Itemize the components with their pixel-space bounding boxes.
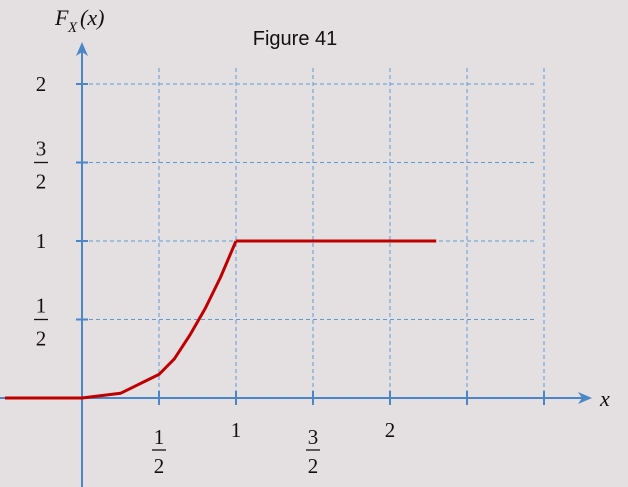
x-tick-label-denominator: 2 (154, 454, 165, 478)
y-tick-label-numerator: 1 (36, 294, 47, 318)
x-tick-label-numerator: 3 (308, 425, 319, 449)
tick-marks (76, 83, 545, 405)
tick-labels: 1 2 1 3 2 2 1 2 1 3 2 2 (34, 72, 395, 478)
x-tick-label: 2 (385, 418, 396, 442)
y-axis-label: F X (x) (54, 5, 104, 36)
x-tick-label: 1 (231, 418, 242, 442)
y-axis-label-sub: X (67, 20, 78, 36)
x-tick-label-denominator: 2 (308, 454, 319, 478)
y-axis-label-arg: (x) (80, 5, 104, 30)
series (5, 239, 437, 400)
y-axis-label-main: F (54, 5, 69, 30)
x-axis-label: x (599, 386, 610, 411)
x-axis-arrow (578, 392, 592, 404)
grid-lines (82, 68, 545, 398)
y-tick-label: 2 (36, 72, 47, 96)
y-tick-label: 1 (36, 229, 47, 253)
y-tick-label-denominator: 2 (36, 327, 47, 351)
x-tick-label-numerator: 1 (154, 425, 165, 449)
y-tick-label-numerator: 3 (36, 137, 47, 161)
y-tick-label-denominator: 2 (36, 170, 47, 194)
y-axis-arrow (76, 42, 88, 56)
chart-title: Figure 41 (253, 28, 338, 50)
axes (0, 42, 592, 487)
series-line-1 (5, 240, 238, 400)
